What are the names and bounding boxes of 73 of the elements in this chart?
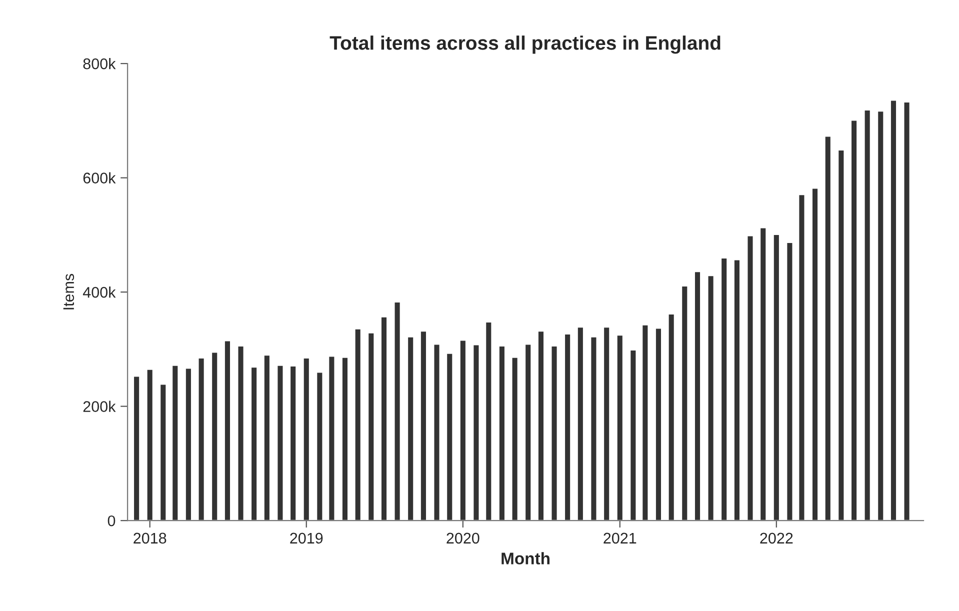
bar [890,99,898,521]
bar [276,364,284,521]
y-tick-label: 400k [82,286,116,298]
bar [837,149,846,521]
x-tick-label: 2020 [446,532,480,544]
bar [654,327,662,521]
bar [550,345,558,521]
bar [406,336,415,521]
bar [811,187,819,521]
bar [667,313,676,521]
y-axis-title: Items [63,274,74,310]
bar [694,270,702,521]
bar [680,285,689,521]
bar [746,234,754,521]
bar [641,324,650,521]
bar [510,356,519,521]
bar [863,109,872,521]
bar [316,371,324,521]
bar [616,334,624,521]
bar [171,364,180,521]
bar [210,351,219,521]
bar [590,336,598,521]
bar [524,343,532,521]
x-axis-title: Month [502,552,550,564]
bar [197,357,206,521]
bar [498,345,506,521]
y-tick-label: 600k [83,172,116,184]
bar [733,258,741,521]
bar [537,330,545,521]
bar [720,257,728,521]
bar [224,340,232,521]
bar [380,316,388,521]
x-tick-label: 2021 [604,532,636,544]
bar [564,333,572,521]
bar [772,234,780,521]
bar [236,345,245,521]
bar [798,194,806,521]
x-tick-label: 2019 [290,532,323,544]
chart-title: Total items across all practices in England [330,36,720,54]
bar [354,328,362,521]
bar [132,375,140,521]
bar [328,355,336,521]
x-tick-label: 2022 [760,532,793,544]
bar [850,119,858,521]
bar [393,301,402,521]
bar [472,344,480,521]
y-tick-label: 800k [83,58,116,70]
bar [302,357,310,521]
bar [484,321,493,521]
bar [159,383,168,521]
bar [146,368,154,521]
bar [576,326,584,521]
bar [459,339,467,521]
bar [902,101,911,521]
bar [341,356,349,521]
bar [786,242,794,521]
y-tick-label: 200k [83,400,116,412]
x-tick-label: 2018 [134,532,166,544]
bar [629,349,638,521]
bar [824,135,832,521]
bar [367,332,376,521]
bar [420,330,428,521]
bar [184,367,192,521]
bar [706,274,715,521]
bar [446,352,454,521]
bar [250,366,258,521]
bar [602,326,610,521]
bar [289,365,297,521]
bar [263,354,271,521]
y-tick-label: 0 [108,515,116,526]
bar [432,343,441,521]
bar [759,226,768,521]
bar [876,110,885,521]
